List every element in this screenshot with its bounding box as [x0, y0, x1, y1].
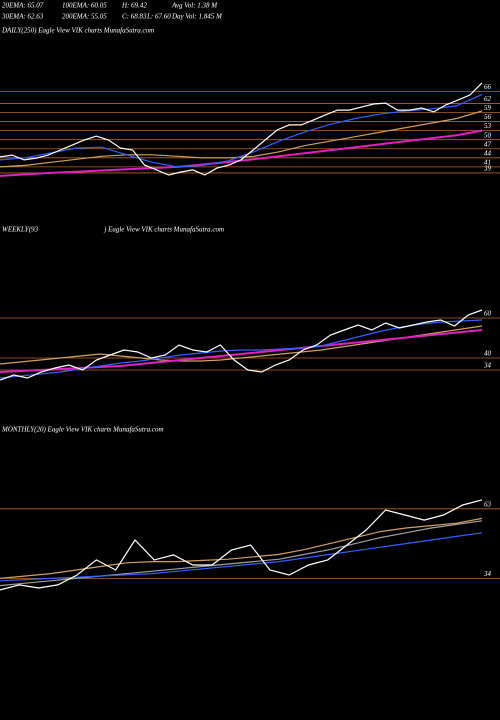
y-tick-label: 60: [484, 310, 492, 318]
y-tick-label: 59: [484, 104, 492, 112]
header-stat: 200EMA: 55.05: [62, 13, 107, 21]
y-tick-label: 62: [484, 95, 492, 103]
series-line: [0, 82, 483, 176]
y-tick-label: 50: [484, 131, 492, 139]
y-tick-label: 39: [483, 165, 492, 173]
y-tick-label: 44: [484, 149, 492, 157]
y-tick-label: 47: [484, 140, 492, 148]
y-tick-label: 40: [484, 350, 492, 358]
series-line: [0, 309, 483, 381]
panel-title: DAILY(250) Eagle View VIK charts MunafaS…: [1, 27, 154, 35]
y-tick-label: 63: [484, 500, 492, 508]
header-stat: L: 67.60: [146, 13, 171, 21]
series-line: [0, 532, 483, 582]
y-tick-label: 66: [484, 83, 492, 91]
header-stat: H: 69.42: [121, 2, 147, 10]
y-tick-label: 34: [483, 362, 492, 370]
header-stat: 30EMA: 62.63: [1, 13, 44, 21]
header-stat: Day Vol: 1.845 M: [171, 13, 223, 21]
y-tick-label: 34: [483, 570, 492, 578]
series-line: [0, 520, 483, 587]
panel-title: MONTHLY(20) Eagle View VIK charts Munafa…: [1, 426, 164, 434]
header-stat: C: 68.83: [122, 13, 147, 21]
panel-subtitle: ) Eagle View VIK charts MunafaSutra.com: [103, 226, 224, 234]
header-stat: 100EMA: 60.05: [62, 2, 107, 10]
series-line: [0, 329, 483, 373]
series-line: [0, 129, 483, 177]
panel-title: WEEKLY(93: [2, 226, 39, 234]
series-line: [0, 517, 483, 579]
series-line: [0, 110, 483, 168]
header-stat: Avg Vol: 1.38 M: [171, 2, 218, 10]
y-tick-label: 56: [484, 113, 492, 121]
y-tick-label: 41: [484, 158, 491, 166]
series-line: [0, 499, 483, 591]
series-line: [0, 93, 483, 168]
y-tick-label: 53: [484, 122, 492, 130]
header-stat: 20EMA: 65.07: [2, 2, 44, 10]
